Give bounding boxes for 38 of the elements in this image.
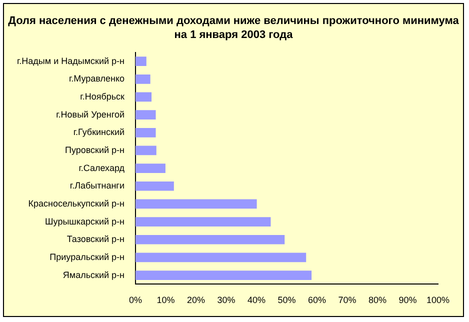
x-tick-label: 10% xyxy=(156,295,175,306)
y-tick-label: г.Губкинский xyxy=(73,127,125,138)
y-tick-label: г.Новый Уренгой xyxy=(56,109,125,120)
x-tick-label: 50% xyxy=(278,295,296,306)
x-tick-label: 20% xyxy=(186,295,206,306)
bar xyxy=(136,199,257,209)
x-tick-label: 100% xyxy=(426,295,450,306)
x-tick-label: 0% xyxy=(128,295,142,306)
x-tick-label: 80% xyxy=(368,295,387,306)
bar xyxy=(136,252,306,262)
x-tick-label: 90% xyxy=(398,295,417,306)
y-tick-label: Приуральский р-н xyxy=(50,252,125,262)
bar xyxy=(136,164,166,173)
y-tick-label: г.Муравленко xyxy=(68,74,125,84)
bar xyxy=(136,128,156,138)
y-tick-label: г.Салехард xyxy=(78,162,126,173)
y-tick-label: Красноселькупский р-н xyxy=(28,198,125,208)
y-tick-label: Шурышкарский р-н xyxy=(45,216,125,226)
y-tick-label: Ямальский р-н xyxy=(62,270,125,280)
bar xyxy=(136,56,146,66)
bar xyxy=(136,110,156,120)
y-tick-label: Пуровский р-н xyxy=(64,144,125,155)
bar xyxy=(136,270,312,280)
bar xyxy=(136,181,174,191)
x-tick-label: 70% xyxy=(338,295,356,306)
bar xyxy=(136,92,152,102)
x-tick-label: 30% xyxy=(217,295,236,306)
y-tick-label: г.Ноябрьск xyxy=(80,91,125,102)
bar xyxy=(136,146,156,156)
y-tick-label: Тазовский р-н xyxy=(66,234,125,244)
chart-title: Доля населения с денежными доходами ниже величины прожиточного минимума на 1 января 2003 года xyxy=(7,14,460,42)
bar xyxy=(136,234,285,244)
x-tick-label: 60% xyxy=(308,295,326,306)
y-tick-label: г.Надым и Надымский р-н xyxy=(16,56,125,66)
y-tick-label: г.Лабытнанги xyxy=(70,180,125,191)
bar xyxy=(136,74,150,84)
x-tick-label: 40% xyxy=(247,295,266,306)
bar xyxy=(136,217,271,226)
